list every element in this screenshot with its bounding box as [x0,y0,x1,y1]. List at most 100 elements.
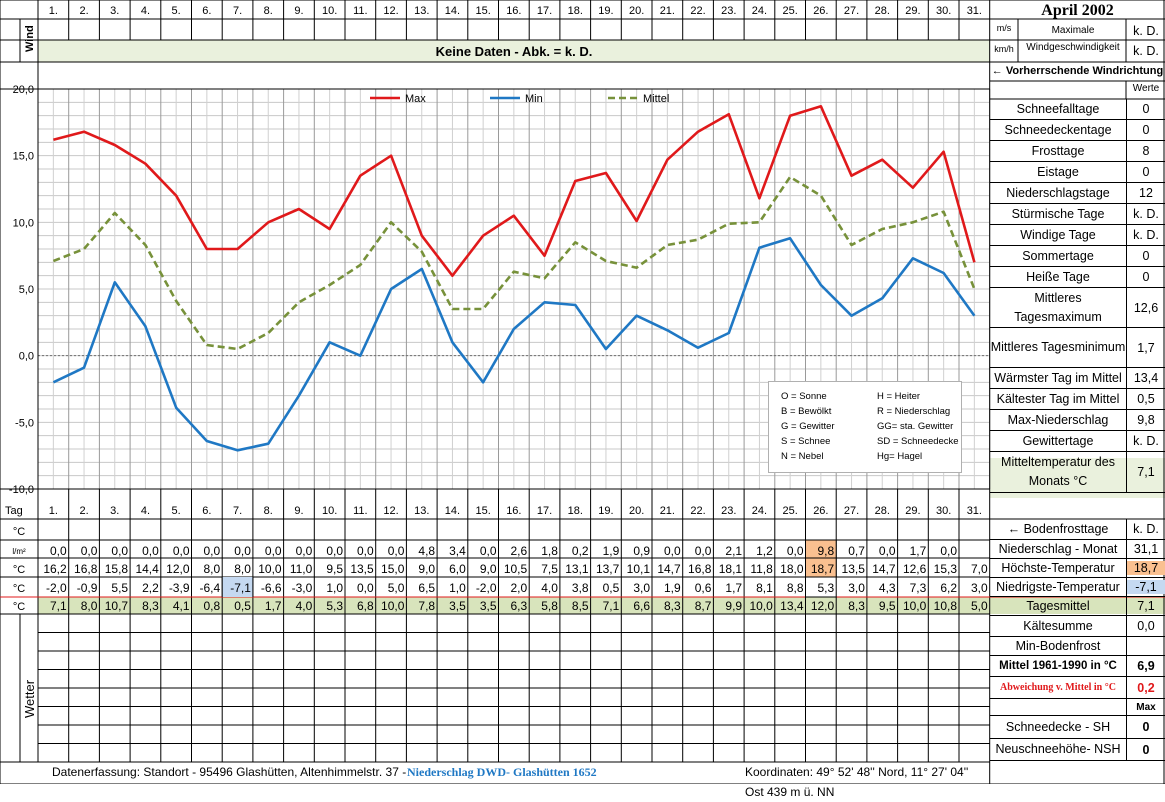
stat-label: Mittleres Tagesminimum [990,328,1127,367]
stat-value: 0,5 [1127,392,1165,406]
stat-label: Mitteltemperatur des Monats °C [990,452,1127,492]
weather-code: G = Gewitter [781,421,835,432]
precip-value: 1,7 [910,544,927,558]
max-value: 9,5 [326,562,343,576]
day-header: 24. [752,5,767,17]
day-header: 6. [202,5,211,17]
day-header: 9. [294,5,303,17]
lower-stat-value: 0,2 [1127,681,1165,695]
min-value: 2,0 [511,581,528,595]
max-value: 10,5 [504,562,528,576]
stat-value: 0 [1127,102,1165,116]
lower-stat-label: Min-Bodenfrost [990,637,1127,655]
min-value: -0,9 [77,581,98,595]
day-header: 26. [813,5,828,17]
day-header: 18. [568,5,583,17]
y-tick-label: -10,0 [9,484,34,496]
lower-stat-value: 0,0 [1127,619,1165,633]
lower-stat-value: 18,7 [1127,561,1165,575]
weather-code: N = Nebel [781,451,824,462]
mean-value: 7,8 [418,599,435,613]
day-header: 5. [172,5,181,17]
precip-value: 1,8 [541,544,558,558]
max-value: 16,8 [74,562,98,576]
mean-value: 9,5 [879,599,896,613]
max-value: 12,6 [903,562,927,576]
max-value: 11,8 [750,562,773,576]
day-footer: 26. [813,505,828,517]
max-value: 8,0 [204,562,221,576]
precip-value: 0,0 [50,544,67,558]
stat-label: Mittleres Tagesmaximum [990,288,1127,327]
min-value: 3,0 [848,581,865,595]
lower-stat-label: Mittel 1961-1990 in °C [990,656,1127,676]
min-value: 7,3 [910,581,927,595]
max-value: 13,5 [842,562,866,576]
min-value: -6,6 [261,581,282,595]
day-footer: 3. [110,505,119,517]
weather-label: Wetter [22,679,37,718]
day-header: 12. [383,5,398,17]
day-header: 28. [875,5,890,17]
max-value: 13,5 [350,562,374,576]
day-footer: 12. [383,505,398,517]
max-value: 14,7 [657,562,681,576]
min-value: -7,1 [230,581,251,595]
min-value: 1,0 [449,581,466,595]
stat-label: Windige Tage [990,225,1127,245]
lower-stat-value: 7,1 [1127,599,1165,613]
day-header: 30. [936,5,951,17]
min-value: 0,5 [603,581,620,595]
min-value: 8,1 [756,581,773,595]
day-header: 10. [322,5,337,17]
stat-value: 7,1 [1127,465,1165,479]
unit-label: °C [13,583,25,595]
max-value: 18,7 [811,562,835,576]
day-footer: 20. [629,505,644,517]
mean-value: 6,6 [633,599,650,613]
day-footer: 14. [445,505,460,517]
lower-stat-value: 31,1 [1127,542,1165,556]
min-value: 5,0 [388,581,405,595]
stat-value: 1,7 [1127,341,1165,355]
day-header: 29. [905,5,920,17]
precip-value: 1,2 [756,544,773,558]
day-header: 14. [445,5,460,17]
weather-code: O = Sonne [781,391,827,402]
mean-value: 5,8 [541,599,558,613]
max-value: 14,7 [872,562,896,576]
day-footer: 11. [353,505,367,517]
min-value: -3,0 [292,581,313,595]
stat-value: 0 [1127,123,1165,137]
precip-value: 0,0 [695,544,712,558]
precip-value: 0,0 [787,544,804,558]
day-header: 17. [537,5,552,17]
mean-value: 13,4 [780,599,804,613]
stat-value: 9,8 [1127,413,1165,427]
stat-value: 13,4 [1127,371,1165,385]
precip-value: 0,0 [296,544,313,558]
stat-value: 12,6 [1127,301,1165,315]
min-value: 6,5 [418,581,435,595]
day-header: 22. [690,5,705,17]
lower-stat-row: Max [990,699,1165,716]
day-header: 11. [353,5,367,17]
day-footer: 18. [568,505,583,517]
day-header: 31. [967,5,982,17]
weather-code: Hg= Hagel [877,451,922,462]
lower-stat-value: -7,1 [1127,580,1165,594]
day-header: 20. [629,5,644,17]
